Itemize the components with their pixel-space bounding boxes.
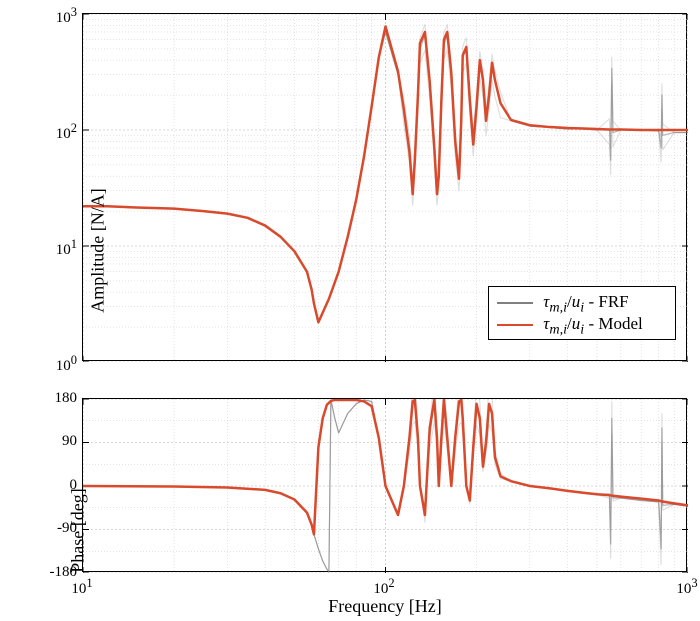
ytick-top-1: 101	[32, 237, 77, 259]
legend-entry-frf: τm,i/ui - FRF	[497, 291, 667, 313]
legend-swatch-model	[497, 324, 533, 327]
ytick-top-3: 103	[32, 5, 77, 27]
xlabel-frequency: Frequency [Hz]	[285, 596, 485, 617]
legend-entry-model: τm,i/ui - Model	[497, 313, 667, 335]
magnitude-panel: τm,i/ui - FRF τm,i/ui - Model	[82, 13, 687, 361]
ytick-top-0: 100	[32, 353, 77, 375]
legend-label-model: τm,i/ui - Model	[543, 314, 643, 333]
ytick-top-2: 102	[32, 121, 77, 143]
ytick-bot-2: 0	[32, 477, 77, 494]
ylabel-magnitude: Amplitude [N/A]	[88, 161, 109, 341]
legend-swatch-frf	[497, 302, 533, 304]
xtick-1: 102	[359, 576, 409, 598]
ytick-bot-4: 180	[32, 390, 77, 407]
legend-box: τm,i/ui - FRF τm,i/ui - Model	[488, 286, 676, 340]
legend-label-frf: τm,i/ui - FRF	[543, 292, 628, 311]
xtick-0: 101	[57, 576, 107, 598]
ytick-bot-1: -90	[32, 520, 77, 537]
xtick-2: 103	[662, 576, 700, 598]
phase-panel	[82, 398, 687, 572]
bode-figure: τm,i/ui - FRF τm,i/ui - Model Amplitude …	[0, 0, 700, 621]
ytick-bot-3: 90	[32, 433, 77, 450]
phase-plot-svg	[83, 399, 688, 573]
